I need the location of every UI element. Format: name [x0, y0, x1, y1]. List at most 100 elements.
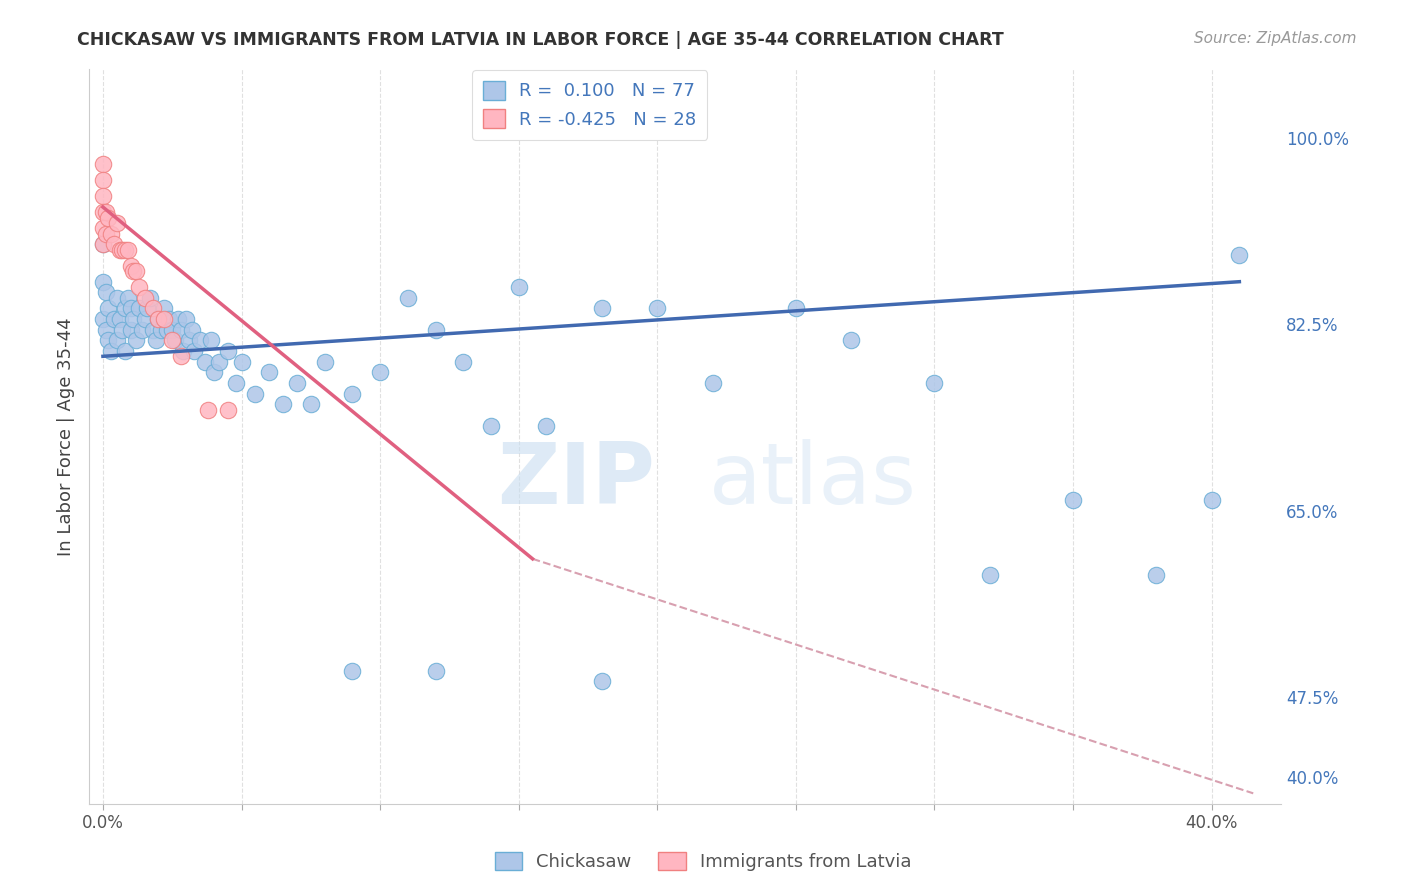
Point: [122, 312, 145, 326]
Point: [208, 354, 231, 368]
Point: [479, 418, 502, 433]
Point: [142, 301, 165, 316]
Point: [169, 323, 191, 337]
Point: [225, 376, 247, 390]
Point: [114, 243, 136, 257]
Point: [425, 664, 447, 678]
Point: [159, 312, 181, 326]
Point: [134, 312, 156, 326]
Point: [839, 334, 862, 348]
Point: [148, 312, 170, 326]
Point: [163, 334, 186, 348]
Point: [197, 402, 219, 417]
Point: [114, 301, 136, 316]
Point: [299, 397, 322, 411]
Point: [156, 323, 179, 337]
Point: [591, 301, 613, 316]
Text: CHICKASAW VS IMMIGRANTS FROM LATVIA IN LABOR FORCE | AGE 35-44 CORRELATION CHART: CHICKASAW VS IMMIGRANTS FROM LATVIA IN L…: [77, 31, 1004, 49]
Point: [103, 312, 125, 326]
Point: [111, 323, 134, 337]
Legend: Chickasaw, Immigrants from Latvia: Chickasaw, Immigrants from Latvia: [488, 845, 918, 879]
Point: [148, 312, 170, 326]
Point: [111, 243, 134, 257]
Point: [702, 376, 724, 390]
Point: [94, 323, 117, 337]
Point: [114, 343, 136, 358]
Point: [177, 334, 200, 348]
Point: [183, 343, 205, 358]
Point: [145, 334, 167, 348]
Point: [172, 343, 194, 358]
Point: [136, 301, 159, 316]
Point: [271, 397, 294, 411]
Text: ZIP: ZIP: [498, 439, 655, 522]
Point: [285, 376, 308, 390]
Point: [108, 243, 131, 257]
Point: [342, 664, 364, 678]
Point: [120, 301, 142, 316]
Point: [97, 334, 120, 348]
Point: [188, 334, 211, 348]
Point: [91, 237, 114, 252]
Point: [91, 189, 114, 203]
Point: [979, 567, 1001, 582]
Point: [128, 301, 150, 316]
Point: [153, 312, 176, 326]
Point: [105, 291, 128, 305]
Point: [245, 386, 267, 401]
Point: [425, 323, 447, 337]
Point: [94, 205, 117, 219]
Legend: R =  0.100   N = 77, R = -0.425   N = 28: R = 0.100 N = 77, R = -0.425 N = 28: [472, 70, 707, 139]
Point: [108, 312, 131, 326]
Point: [1227, 248, 1250, 262]
Point: [94, 285, 117, 300]
Point: [169, 349, 191, 363]
Point: [174, 312, 197, 326]
Point: [94, 227, 117, 241]
Point: [231, 354, 253, 368]
Point: [160, 323, 183, 337]
Point: [100, 343, 122, 358]
Point: [1201, 493, 1223, 508]
Point: [103, 237, 125, 252]
Point: [117, 243, 139, 257]
Point: [97, 301, 120, 316]
Point: [153, 301, 176, 316]
Point: [91, 312, 114, 326]
Point: [217, 402, 239, 417]
Point: [122, 264, 145, 278]
Point: [342, 386, 364, 401]
Point: [91, 237, 114, 252]
Point: [194, 354, 217, 368]
Point: [257, 365, 280, 379]
Point: [160, 334, 183, 348]
Text: atlas: atlas: [709, 439, 917, 522]
Point: [924, 376, 946, 390]
Point: [131, 323, 153, 337]
Point: [1062, 493, 1084, 508]
Point: [166, 312, 188, 326]
Point: [105, 216, 128, 230]
Point: [202, 365, 225, 379]
Point: [125, 264, 148, 278]
Point: [91, 173, 114, 187]
Point: [1144, 567, 1167, 582]
Point: [100, 227, 122, 241]
Point: [508, 280, 530, 294]
Point: [368, 365, 391, 379]
Point: [180, 323, 202, 337]
Point: [314, 354, 336, 368]
Point: [142, 323, 165, 337]
Point: [150, 323, 173, 337]
Point: [536, 418, 558, 433]
Point: [200, 334, 222, 348]
Y-axis label: In Labor Force | Age 35-44: In Labor Force | Age 35-44: [58, 317, 75, 556]
Point: [97, 211, 120, 225]
Point: [451, 354, 474, 368]
Text: Source: ZipAtlas.com: Source: ZipAtlas.com: [1194, 31, 1357, 46]
Point: [120, 259, 142, 273]
Point: [217, 343, 239, 358]
Point: [105, 334, 128, 348]
Point: [91, 157, 114, 171]
Point: [785, 301, 807, 316]
